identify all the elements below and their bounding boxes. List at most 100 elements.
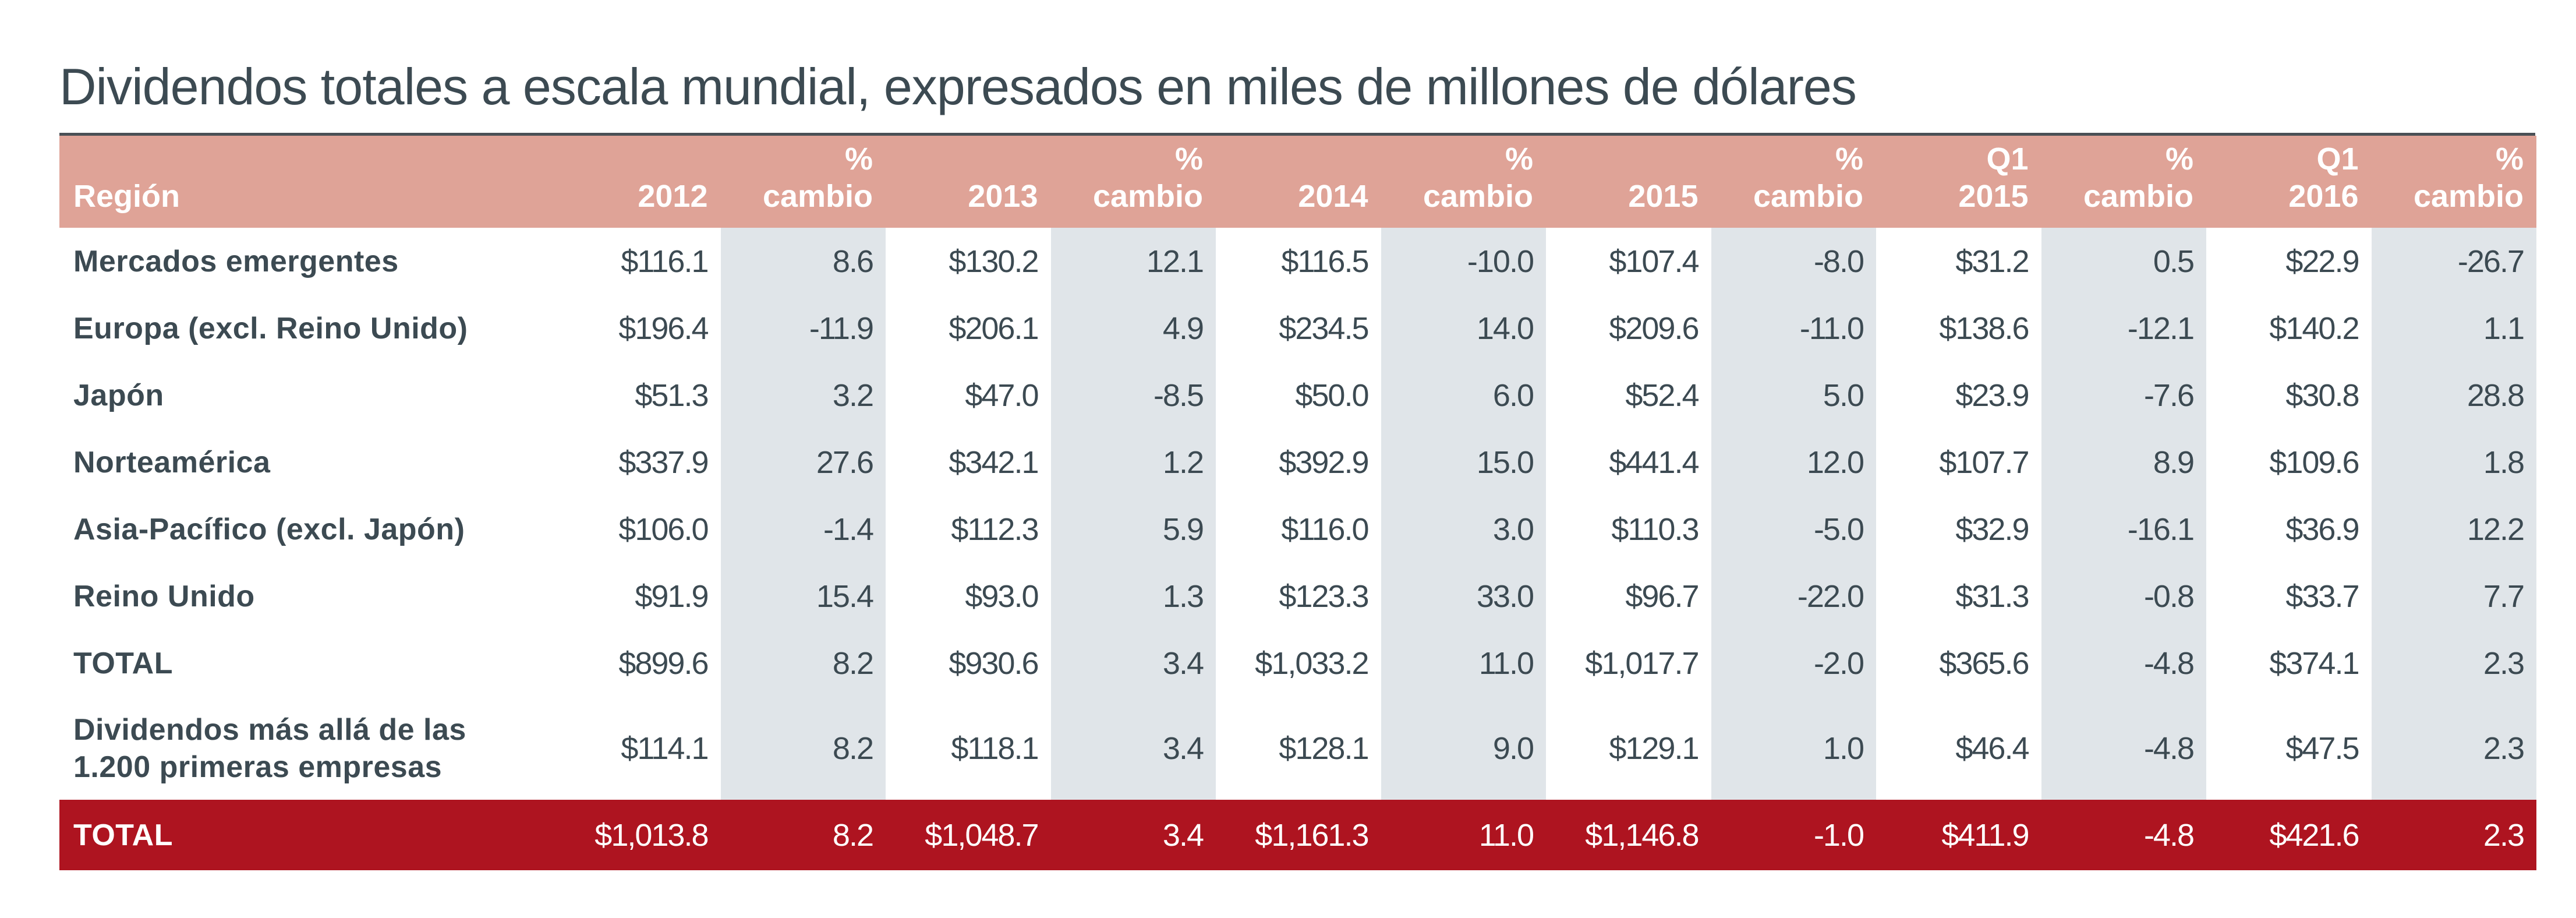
column-header-line1: % xyxy=(1505,142,1533,176)
amount-cell: $392.9 xyxy=(1279,444,1369,480)
dividends-table: Región 2012% cambio 2013% cambio 2014% cambio 2… xyxy=(59,136,2536,870)
column-header-line1: % xyxy=(2165,142,2193,176)
region-cell: Reino Unido xyxy=(73,579,255,613)
pct-change-cell: 11.0 xyxy=(1381,800,1546,870)
column-header-line2: cambio xyxy=(1423,179,1533,214)
amount-cell: $899.6 xyxy=(618,645,709,681)
column-header-line2: 2013 xyxy=(968,179,1038,214)
amount-cell: $116.0 xyxy=(1281,511,1369,547)
region-cell: TOTAL xyxy=(59,800,555,870)
pct-change-cell: 2.3 xyxy=(2371,800,2536,870)
pct-change-cell: -7.6 xyxy=(2041,362,2206,429)
amount-cell: $107.7 xyxy=(1939,444,2029,480)
column-header: Q1 2015 xyxy=(1876,136,2041,228)
amount-cell: $22.9 xyxy=(2285,243,2359,279)
pct-change-cell: -26.7 xyxy=(2371,228,2536,295)
amount-cell: $129.1 xyxy=(1609,730,1699,766)
pct-change-cell: 6.0 xyxy=(1381,362,1546,429)
amount-cell: $112.3 xyxy=(951,511,1039,547)
pct-change-cell: -2.0 xyxy=(1711,630,1876,697)
pct-change-cell: 7.7 xyxy=(2371,563,2536,630)
pct-change-cell: -8.5 xyxy=(1050,362,1216,429)
amount-cell: $50.0 xyxy=(1295,377,1369,413)
amount-cell: $374.1 xyxy=(2269,645,2359,681)
amount-cell: $342.1 xyxy=(949,444,1039,480)
amount-cell: $1,161.3 xyxy=(1216,800,1381,870)
pct-change-cell: 8.2 xyxy=(720,630,886,697)
pct-change-cell: 3.4 xyxy=(1050,630,1216,697)
amount-cell: $32.9 xyxy=(1955,511,2029,547)
amount-cell: $930.6 xyxy=(949,645,1039,681)
pct-change-cell: -0.8 xyxy=(2041,563,2206,630)
pct-change-cell: 8.9 xyxy=(2041,429,2206,496)
column-header: % cambio xyxy=(720,136,886,228)
pct-change-cell: 1.0 xyxy=(1711,697,1876,800)
pct-change-cell: 1.2 xyxy=(1050,429,1216,496)
amount-cell: $31.2 xyxy=(1955,243,2029,279)
pct-change-cell: -4.8 xyxy=(2041,800,2206,870)
column-header-line1: Q1 xyxy=(1986,142,2029,176)
column-header-line2: Región xyxy=(73,179,180,214)
pct-change-cell: 4.9 xyxy=(1050,295,1216,362)
pct-change-cell: 9.0 xyxy=(1381,697,1546,800)
table-row: Mercados emergentes $116.1 8.6 $130.2 12.1 $1… xyxy=(59,228,2536,295)
region-cell: Dividendos más allá de las 1.200 primera… xyxy=(73,712,466,784)
pct-change-cell: -10.0 xyxy=(1381,228,1546,295)
amount-cell: $1,033.2 xyxy=(1255,645,1369,681)
pct-change-cell: -11.0 xyxy=(1711,295,1876,362)
pct-change-cell: -12.1 xyxy=(2041,295,2206,362)
table-row: TOTAL $899.6 8.2 $930.6 3.4 $1,033.2 11.0 $1,01… xyxy=(59,630,2536,697)
amount-cell: $107.4 xyxy=(1609,243,1699,279)
pct-change-cell: 8.2 xyxy=(720,800,886,870)
pct-change-cell: 28.8 xyxy=(2371,362,2536,429)
column-header: 2015 xyxy=(1546,136,1711,228)
pct-change-cell: -1.0 xyxy=(1711,800,1876,870)
amount-cell: $33.7 xyxy=(2285,578,2359,614)
amount-cell: $337.9 xyxy=(618,444,709,480)
amount-cell: $130.2 xyxy=(949,243,1039,279)
amount-cell: $196.4 xyxy=(618,310,709,346)
amount-cell: $441.4 xyxy=(1609,444,1699,480)
column-header: % cambio xyxy=(2041,136,2206,228)
amount-cell: $1,013.8 xyxy=(555,800,721,870)
column-header-line1: % xyxy=(2495,142,2524,176)
pct-change-cell: 5.0 xyxy=(1711,362,1876,429)
pct-change-cell: -1.4 xyxy=(720,496,886,563)
pct-change-cell: 12.1 xyxy=(1050,228,1216,295)
pct-change-cell: 27.6 xyxy=(720,429,886,496)
amount-cell: $411.9 xyxy=(1876,800,2041,870)
pct-change-cell: 3.4 xyxy=(1050,697,1216,800)
column-header-line2: 2016 xyxy=(2288,179,2359,214)
table-title: Dividendos totales a escala mundial, exp… xyxy=(59,58,1857,115)
amount-cell: $23.9 xyxy=(1955,377,2029,413)
amount-cell: $140.2 xyxy=(2269,310,2359,346)
region-cell: Japón xyxy=(73,378,164,412)
pct-change-cell: 5.9 xyxy=(1050,496,1216,563)
column-header-line2: cambio xyxy=(2413,179,2524,214)
column-header-line2: 2015 xyxy=(1628,179,1699,214)
amount-cell: $1,048.7 xyxy=(886,800,1051,870)
pct-change-cell: -16.1 xyxy=(2041,496,2206,563)
amount-cell: $118.1 xyxy=(951,730,1039,766)
amount-cell: $109.6 xyxy=(2269,444,2359,480)
amount-cell: $128.1 xyxy=(1279,730,1369,766)
amount-cell: $36.9 xyxy=(2285,511,2359,547)
column-header-line1: % xyxy=(1174,142,1203,176)
pct-change-cell: 12.2 xyxy=(2371,496,2536,563)
amount-cell: $365.6 xyxy=(1939,645,2029,681)
pct-change-cell: 15.0 xyxy=(1381,429,1546,496)
column-header: 2014 xyxy=(1216,136,1381,228)
column-header: 2013 xyxy=(886,136,1051,228)
amount-cell: $93.0 xyxy=(965,578,1039,614)
amount-cell: $91.9 xyxy=(635,578,709,614)
amount-cell: $30.8 xyxy=(2285,377,2359,413)
pct-change-cell: 11.0 xyxy=(1381,630,1546,697)
header-row: Región 2012% cambio 2013% cambio 2014% cambio 2… xyxy=(59,136,2536,228)
pct-change-cell: 33.0 xyxy=(1381,563,1546,630)
region-cell: Asia-Pacífico (excl. Japón) xyxy=(73,512,465,546)
amount-cell: $1,146.8 xyxy=(1546,800,1711,870)
column-header: % cambio xyxy=(2371,136,2536,228)
table-row: Europa (excl. Reino Unido) $196.4 -11.9 $20… xyxy=(59,295,2536,362)
column-header: % cambio xyxy=(1381,136,1546,228)
table-row: Norteamérica $337.9 27.6 $342.1 1.2 $392.9 15.… xyxy=(59,429,2536,496)
